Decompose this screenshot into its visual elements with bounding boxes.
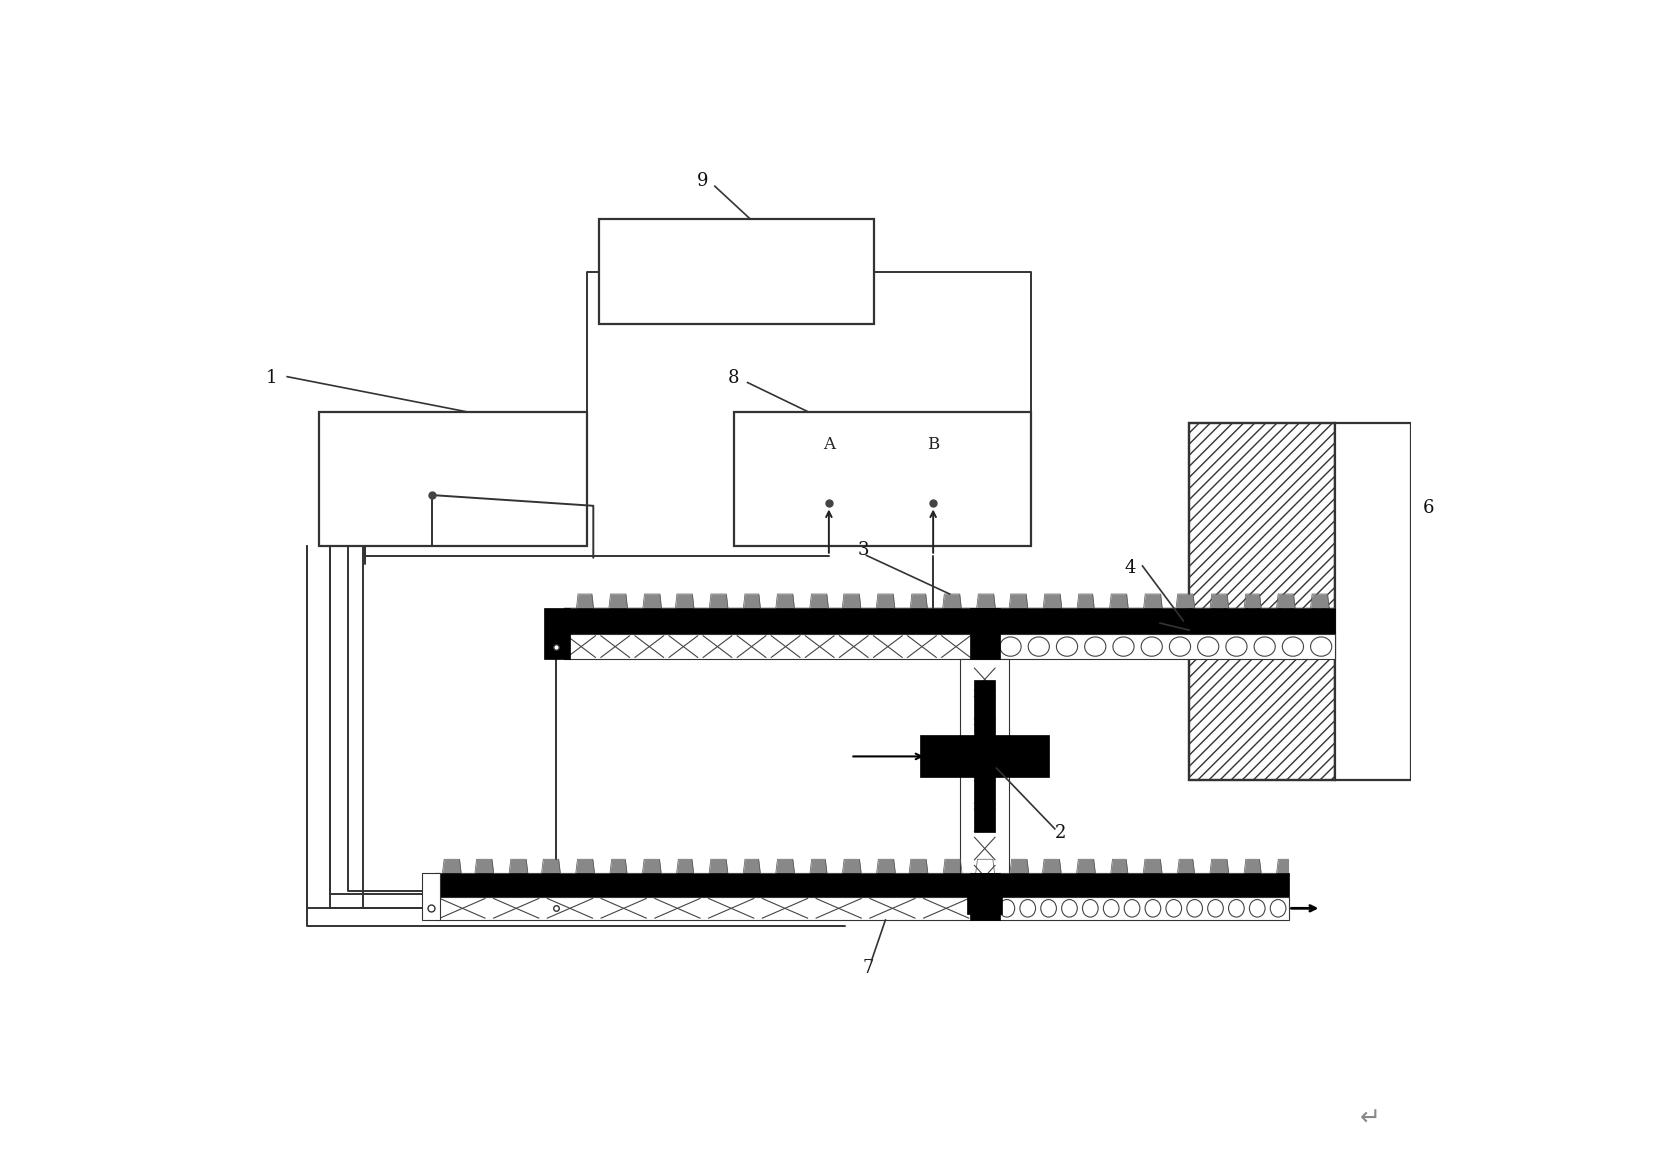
- Ellipse shape: [999, 899, 1014, 917]
- Text: 1: 1: [266, 369, 278, 386]
- Bar: [599, 218, 873, 324]
- Text: 6: 6: [1422, 499, 1434, 517]
- Text: 3: 3: [857, 541, 868, 560]
- Ellipse shape: [1226, 637, 1247, 656]
- Ellipse shape: [1169, 637, 1191, 656]
- Ellipse shape: [1062, 899, 1077, 917]
- Ellipse shape: [1040, 899, 1057, 917]
- Bar: [969, 873, 1001, 920]
- Text: 7: 7: [862, 959, 873, 977]
- Text: 9: 9: [698, 173, 710, 190]
- Bar: [435, 873, 1288, 897]
- Bar: [564, 634, 1335, 660]
- Bar: [733, 412, 1032, 546]
- Ellipse shape: [1145, 899, 1161, 917]
- Ellipse shape: [1141, 637, 1163, 656]
- Text: 8: 8: [728, 369, 739, 386]
- Ellipse shape: [1249, 899, 1265, 917]
- Bar: [969, 608, 1001, 660]
- Bar: [968, 893, 1002, 915]
- Ellipse shape: [1207, 899, 1224, 917]
- Text: A: A: [824, 437, 835, 453]
- Ellipse shape: [1270, 899, 1285, 917]
- Bar: [422, 873, 440, 920]
- Text: ↵: ↵: [1360, 1107, 1381, 1131]
- Bar: [1335, 424, 1411, 780]
- Bar: [921, 735, 1049, 777]
- Bar: [961, 660, 1009, 897]
- Ellipse shape: [1001, 637, 1021, 656]
- Ellipse shape: [1082, 899, 1098, 917]
- Text: 2: 2: [1055, 824, 1067, 842]
- Bar: [1189, 424, 1335, 780]
- Bar: [319, 412, 587, 546]
- Ellipse shape: [1166, 899, 1181, 917]
- Ellipse shape: [1197, 637, 1219, 656]
- Ellipse shape: [1021, 899, 1035, 917]
- Bar: [544, 608, 571, 660]
- Ellipse shape: [1113, 637, 1135, 656]
- Bar: [564, 608, 1335, 634]
- Ellipse shape: [1254, 637, 1275, 656]
- Ellipse shape: [1125, 899, 1140, 917]
- Text: 5: 5: [1143, 616, 1154, 634]
- Text: B: B: [926, 437, 939, 453]
- Bar: [435, 897, 1288, 920]
- Bar: [1189, 424, 1335, 780]
- Ellipse shape: [1029, 637, 1049, 656]
- Bar: [974, 681, 996, 832]
- Ellipse shape: [1282, 637, 1303, 656]
- Ellipse shape: [1229, 899, 1244, 917]
- Ellipse shape: [1103, 899, 1120, 917]
- Text: 4: 4: [1125, 559, 1136, 576]
- Ellipse shape: [1085, 637, 1107, 656]
- Ellipse shape: [1188, 899, 1202, 917]
- Ellipse shape: [1057, 637, 1078, 656]
- Ellipse shape: [1310, 637, 1331, 656]
